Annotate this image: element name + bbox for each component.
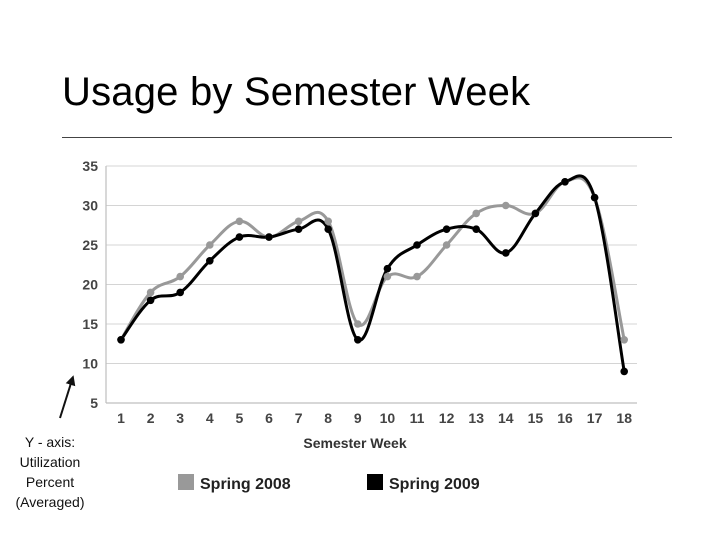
data-point [265,233,273,241]
data-point [146,288,155,297]
axes [105,166,637,404]
data-point [294,225,303,233]
data-point [413,272,421,281]
data-point [146,296,155,305]
y-tick-label: 30 [82,198,98,214]
x-tick-label: 3 [176,410,184,426]
data-point [561,178,569,186]
x-tick-label: 11 [410,410,425,426]
annotation-line: Y - axis: [24,434,76,450]
annotation-line: Utilization [19,454,81,470]
gridlines [106,165,637,404]
x-tick-label: 10 [380,410,396,426]
y-tick-label: 15 [82,316,98,332]
data-point [590,193,599,202]
data-point [502,201,510,210]
x-tick-label: 9 [354,410,362,426]
data-point [354,336,362,344]
y-tick-label: 20 [82,277,98,293]
x-tick-label: 6 [265,410,273,426]
data-point [531,209,540,218]
data-point [502,249,510,257]
x-tick-label: 8 [324,410,332,426]
x-tick-label: 1 [117,410,125,426]
data-point [442,225,451,233]
x-tick-label: 15 [528,410,544,426]
legend-label: Spring 2008 [200,476,291,493]
x-tick-label: 14 [498,410,514,426]
data-point [294,217,303,226]
data-point [117,336,125,344]
title-divider [62,137,672,138]
data-point [383,272,392,281]
legend-swatch [367,474,383,490]
data-point [235,217,244,226]
x-tick-label: 13 [468,410,484,426]
x-tick-label: 5 [236,410,244,426]
annotation-arrow [59,375,76,419]
x-tick-label: 17 [587,410,603,426]
series-points [117,178,628,376]
data-point [472,225,481,233]
data-point [206,257,214,265]
y-tick-label: 25 [82,237,98,253]
data-point [383,264,392,273]
data-point [413,241,421,249]
data-point [620,367,628,376]
x-tick-label: 4 [206,410,214,426]
y-tick-labels: 5 10 15 20 25 30 35 [82,158,98,411]
data-point [235,233,244,241]
data-point [620,336,628,344]
annotation-line: Percent [25,474,75,490]
x-tick-label: 12 [439,410,455,426]
x-tick-labels: 1 2 3 4 5 6 7 8 9 10 11 12 13 14 15 16 17 18 [117,410,632,426]
y-tick-label: 35 [82,158,98,174]
y-tick-label: 10 [82,356,98,372]
data-point [324,225,333,233]
x-tick-label: 2 [147,410,155,426]
x-tick-label: 7 [295,410,303,426]
x-tick-label: 16 [557,410,573,426]
x-axis-title: Semester Week [303,435,406,451]
slide-title: Usage by Semester Week [62,70,531,114]
y-tick-label: 5 [90,395,98,411]
legend-label: Spring 2009 [389,476,480,493]
x-tick-label: 18 [616,410,632,426]
legend: Spring 2008 Spring 2009 [178,474,480,493]
y-axis-annotation: Y - axis: Utilization Percent (Averaged) [4,432,96,512]
data-point [206,241,214,249]
legend-swatch [178,474,194,490]
data-point [324,217,333,226]
data-point [354,320,362,328]
data-point [176,288,184,297]
data-point [176,272,184,281]
data-point [472,209,481,218]
annotation-line: (Averaged) [15,494,85,510]
data-point [442,241,451,249]
